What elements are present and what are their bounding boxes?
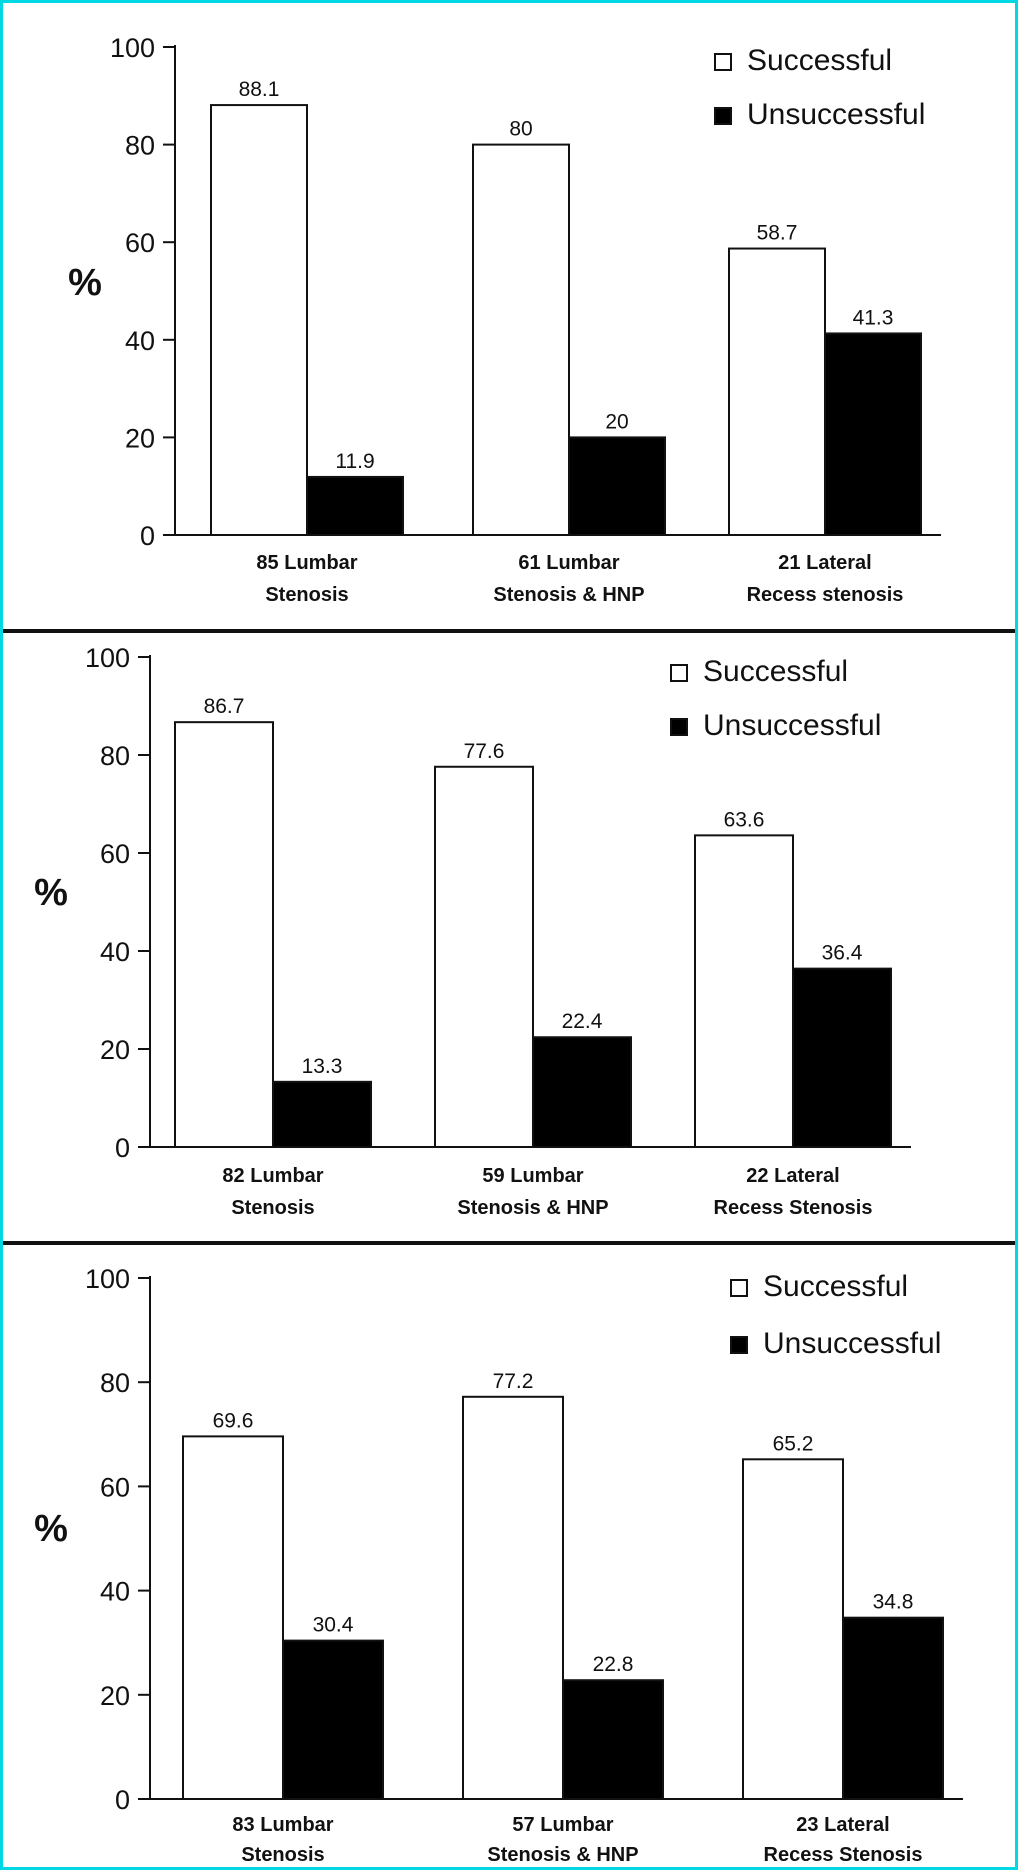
legend-swatch-successful: [730, 1279, 748, 1297]
data-label: 58.7: [757, 222, 798, 245]
legend-label: Successful: [703, 655, 848, 688]
category-label: Recess stenosis: [747, 584, 904, 606]
y-tick-label: 80: [100, 1368, 130, 1398]
y-tick-label: 80: [100, 741, 130, 771]
category-label: Stenosis & HNP: [487, 1844, 638, 1866]
bar-successful: [728, 247, 826, 536]
y-tick-label: 40: [125, 326, 155, 356]
data-label: 36.4: [822, 942, 863, 965]
legend-swatch-unsuccessful: [730, 1336, 748, 1354]
bar-successful: [694, 834, 794, 1148]
data-label: 77.6: [464, 740, 505, 763]
data-label: 41.3: [853, 306, 894, 329]
bar-successful: [210, 104, 308, 537]
y-axis-label: %: [34, 872, 68, 914]
category-label: Stenosis & HNP: [457, 1197, 608, 1219]
data-label: 86.7: [204, 695, 245, 718]
y-tick-label: 0: [115, 1785, 130, 1815]
bar-unsuccessful: [282, 1639, 384, 1800]
bar-successful: [462, 1395, 564, 1800]
legend-label: Unsuccessful: [703, 709, 881, 742]
bar-unsuccessful: [792, 967, 892, 1149]
y-tick-label: 20: [100, 1035, 130, 1065]
bar-successful: [742, 1458, 844, 1800]
data-label: 77.2: [493, 1370, 534, 1393]
data-label: 13.3: [302, 1055, 343, 1078]
y-tick-label: 0: [140, 521, 155, 551]
bar-unsuccessful: [532, 1036, 632, 1148]
y-tick-label: 100: [110, 33, 155, 63]
legend-swatch-unsuccessful: [670, 718, 688, 736]
legend-label: Unsuccessful: [763, 1327, 941, 1360]
data-label: 69.6: [213, 1409, 254, 1432]
y-tick-label: 20: [125, 423, 155, 453]
bar-unsuccessful: [824, 332, 922, 536]
y-tick-label: 40: [100, 1577, 130, 1607]
bar-successful: [472, 143, 570, 536]
category-label: 57 Lumbar: [512, 1814, 613, 1836]
legend-label: Unsuccessful: [747, 98, 925, 131]
bar-successful: [182, 1435, 284, 1801]
category-label: Stenosis: [231, 1197, 314, 1219]
legend-swatch-successful: [670, 664, 688, 682]
category-label: Recess Stenosis: [714, 1197, 873, 1219]
y-axis-label: %: [68, 262, 102, 304]
data-label: 65.2: [773, 1432, 814, 1455]
data-label: 22.4: [562, 1010, 603, 1033]
y-tick-label: 40: [100, 937, 130, 967]
category-label: 82 Lumbar: [222, 1165, 323, 1187]
y-tick-label: 100: [85, 643, 130, 673]
bar-unsuccessful: [568, 436, 666, 536]
data-label: 30.4: [313, 1614, 354, 1637]
category-label: 23 Lateral: [796, 1814, 889, 1836]
data-label: 88.1: [239, 78, 280, 101]
data-label: 34.8: [873, 1591, 914, 1614]
category-label: 59 Lumbar: [482, 1165, 583, 1187]
legend-swatch-successful: [714, 53, 732, 71]
y-tick-label: 80: [125, 131, 155, 161]
legend-label: Successful: [763, 1270, 908, 1303]
charts-svg: 0 20 40 60 80 100% 88.1 11.9 85 Lumbar Stenosis 80…: [3, 33, 1015, 1866]
y-axis-label: %: [34, 1508, 68, 1550]
category-label: Stenosis: [241, 1844, 324, 1866]
category-label: 22 Lateral: [746, 1165, 839, 1187]
data-label: 63.6: [724, 808, 765, 831]
category-label: Recess Stenosis: [764, 1844, 923, 1866]
category-label: Stenosis & HNP: [493, 584, 644, 606]
legend-swatch-unsuccessful: [714, 107, 732, 125]
data-label: 22.8: [593, 1653, 634, 1676]
bar-unsuccessful: [272, 1080, 372, 1148]
bar-unsuccessful: [306, 475, 404, 537]
y-tick-label: 100: [85, 1264, 130, 1294]
category-label: Stenosis: [265, 584, 348, 606]
y-tick-label: 60: [125, 228, 155, 258]
data-label: 80: [509, 118, 532, 141]
category-label: 83 Lumbar: [232, 1814, 333, 1836]
y-tick-label: 60: [100, 1472, 130, 1502]
y-tick-label: 60: [100, 839, 130, 869]
bar-successful: [434, 765, 534, 1148]
legend-label: Successful: [747, 44, 892, 77]
y-tick-label: 0: [115, 1133, 130, 1163]
bar-unsuccessful: [842, 1616, 944, 1801]
y-tick-label: 20: [100, 1681, 130, 1711]
category-label: 21 Lateral: [778, 552, 871, 574]
data-label: 11.9: [335, 450, 374, 473]
bar-unsuccessful: [562, 1679, 664, 1801]
category-label: 61 Lumbar: [518, 552, 619, 574]
data-label: 20: [605, 410, 628, 433]
bar-successful: [174, 721, 274, 1148]
category-label: 85 Lumbar: [256, 552, 357, 574]
